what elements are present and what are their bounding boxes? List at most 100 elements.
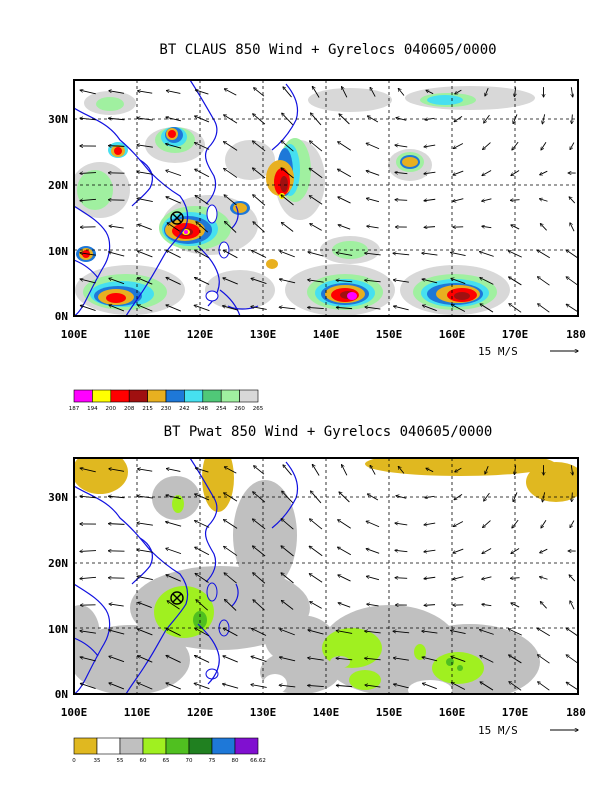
x-tick-label: 170E [502,328,529,341]
wind-arrow [484,114,490,123]
wind-arrow [394,306,409,311]
wind-arrow [138,251,153,258]
wind-arrow [138,656,153,663]
wind-arrow [511,225,520,230]
wind-arrow [251,656,267,662]
colorbar-label: 80 [232,758,239,764]
wind-arrow [336,685,353,686]
wind-arrow [309,546,323,557]
wind-arrow [195,90,209,95]
wind-arrow [80,199,97,200]
colorbar-swatch [211,737,236,755]
wind-arrow [308,307,324,308]
wind-arrow [166,495,182,500]
wind-arrow [223,250,238,259]
colorbar-label: 254 [216,406,227,412]
wind-arrow [540,602,547,609]
wind-arrow [338,603,351,608]
wind-arrow [253,168,266,179]
wind-arrow [454,493,463,499]
wind-arrow [253,114,266,125]
wind-arrow [514,465,515,474]
wind-arrow [109,604,124,607]
wind-arrow [424,523,436,525]
wind-arrow [542,492,546,501]
wind-arrow [225,599,237,611]
wind-arrow [281,168,294,179]
wind-arrow [195,143,210,150]
wind-arrow [480,656,494,663]
wind-arrow [508,629,522,636]
wind-arrow [509,655,522,664]
wind-arrow [365,631,381,634]
wind-arrow [512,519,519,528]
wind-arrow [423,683,437,690]
wind-arrow [280,657,296,662]
wind-arrow [425,118,435,119]
x-axis-labels: 100E 110E 120E 130E 140E 150E 160E 170E … [61,706,586,719]
wind-arrow [338,547,352,556]
wind-arrow [195,169,210,178]
wind-arrow [253,600,265,611]
wind-arrow [482,576,492,579]
wind-arrow [422,657,438,662]
wind-arrow [253,222,265,233]
wind-arrow [80,253,96,256]
wind-arrow [514,87,515,96]
wind-arrow [398,89,405,96]
wind-arrow [453,143,464,149]
wind-arrow [166,575,181,582]
x-axis-labels: 100E 110E 120E 130E 140E 150E 160E 170E … [61,328,586,341]
plot-frame [73,79,579,317]
wind-arrow [480,278,494,285]
wind-arrow [451,656,466,663]
wind-arrow [80,657,96,662]
colorbar-swatch [202,389,222,403]
y-tick-label: 30N [48,491,68,504]
wind-arrow [395,578,408,579]
colorbar-swatch [165,737,190,755]
wind-arrow [311,491,322,504]
wind-arrow [309,168,323,179]
wind-arrow [253,573,266,584]
wind-arrow [339,492,350,503]
x-tick-label: 100E [61,706,88,719]
wind-arrow [137,576,153,581]
wind-arrow [365,280,381,282]
wind-arrow [224,195,237,206]
wind-arrow [80,631,96,634]
wind-arrow [80,90,96,95]
wind-arrow [538,682,550,691]
wind-arrow [167,601,180,610]
colorbar-label: 194 [87,406,98,412]
wind-arrow [566,277,578,286]
wind-vectors [80,465,578,691]
wind-arrow [252,629,267,636]
wind-arrow [109,118,125,119]
wind-arrow [195,468,209,473]
wind-arrow [138,91,153,94]
colorbar-swatch [110,389,130,403]
wind-arrow [570,601,575,610]
wind-arrow [195,573,209,583]
wind-arrow [253,546,266,557]
panel-claus: BT CLAUS 850 Wind + Gyrelocs 040605/0000 [48,42,586,412]
wind-arrow [137,198,153,203]
wind-arrow [166,197,181,204]
wind-arrow [196,222,209,233]
wind-arrow [195,656,210,663]
x-tick-label: 140E [313,328,340,341]
wind-arrow [395,523,408,526]
wind-arrow [365,685,381,688]
colorbar-swatch [220,389,240,403]
y-tick-label: 20N [48,557,68,570]
wind-arrow [336,658,353,661]
x-tick-label: 120E [187,328,214,341]
wind-arrow [453,548,464,553]
wind-arrow [511,170,520,176]
colorbar: 0 35 55 60 65 70 75 80 66.62 [72,737,266,764]
wind-arrow [224,493,238,502]
wind-arrow [137,550,153,553]
wind-arrow [195,250,210,259]
